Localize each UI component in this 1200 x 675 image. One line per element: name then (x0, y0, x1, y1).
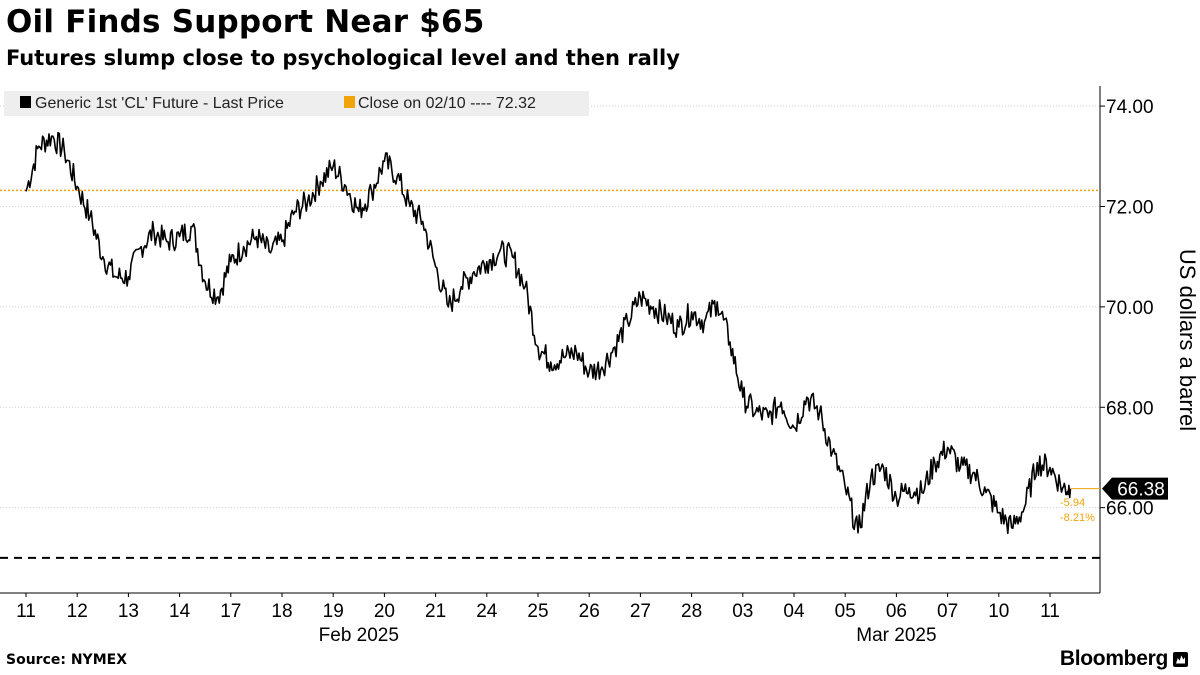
x-group-label: Feb 2025 (319, 625, 399, 646)
last-value-label: 66.38 (1117, 480, 1165, 501)
x-tick-label: 27 (630, 601, 651, 622)
x-tick-label: 14 (169, 601, 191, 622)
chart-title: Oil Finds Support Near $65 (6, 4, 485, 40)
x-tick-label: 17 (220, 601, 241, 622)
x-tick-label: 06 (886, 601, 907, 622)
x-tick-label: 21 (425, 601, 446, 622)
brand-name: Bloomberg (1059, 647, 1168, 670)
last-value-badge (1102, 477, 1168, 500)
grid (0, 105, 1100, 509)
series (25, 131, 1072, 535)
y-tick-label: 66.00 (1106, 499, 1154, 520)
x-tick-label: 13 (118, 601, 139, 622)
x-tick-label: 10 (988, 601, 1009, 622)
x-tick-label: 03 (732, 601, 753, 622)
x-tick-label: 18 (271, 601, 292, 622)
legend: Generic 1st 'CL' Future - Last Price Clos… (4, 91, 589, 116)
x-tick-label: 19 (323, 601, 344, 622)
terminal-icon (1173, 651, 1188, 667)
y-tick-label: 72.00 (1106, 197, 1154, 218)
x-tick-label: 11 (16, 601, 36, 622)
axes: 66.00 68.00 70.00 72.00 74.00 11 12 13 14 17 18 19 2… (0, 86, 1200, 646)
x-tick-label: 26 (579, 601, 600, 622)
change-label: -8.21% (1060, 512, 1095, 524)
x-tick-label: 12 (67, 601, 88, 622)
x-tick-label: 24 (476, 601, 498, 622)
y-tick-label: 70.00 (1106, 298, 1154, 319)
x-tick-label: 07 (937, 601, 958, 622)
x-group-label: Mar 2025 (856, 625, 936, 646)
y-tick-label: 68.00 (1106, 398, 1154, 419)
x-tick-label: 25 (527, 601, 548, 622)
legend-label-price: Generic 1st 'CL' Future - Last Price (35, 95, 284, 112)
reference-lines (0, 189, 1100, 559)
x-tick-label: 11 (1040, 601, 1060, 622)
price-series-line (25, 131, 1072, 535)
legend-background (4, 91, 589, 116)
value-labels: 66.38 -5.94 -8.21% (1060, 477, 1168, 524)
chart-subtitle: Futures slump close to psychological lev… (6, 46, 680, 70)
x-tick-label: 04 (783, 601, 805, 622)
y-tick-label: 74.00 (1106, 97, 1154, 118)
source-note: Source: NYMEX (6, 652, 127, 668)
y-axis-title: US dollars a barrel (1175, 249, 1200, 431)
legend-swatch-reference (344, 96, 355, 108)
x-tick-label: 05 (835, 601, 856, 622)
change-label: -5.94 (1060, 497, 1085, 509)
legend-swatch-price (20, 96, 31, 108)
x-tick-label: 20 (374, 601, 395, 622)
legend-label-reference: Close on 02/10 ---- 72.32 (358, 95, 536, 112)
x-tick-label: 28 (681, 601, 702, 622)
brand-logo: Bloomberg (1060, 647, 1188, 671)
